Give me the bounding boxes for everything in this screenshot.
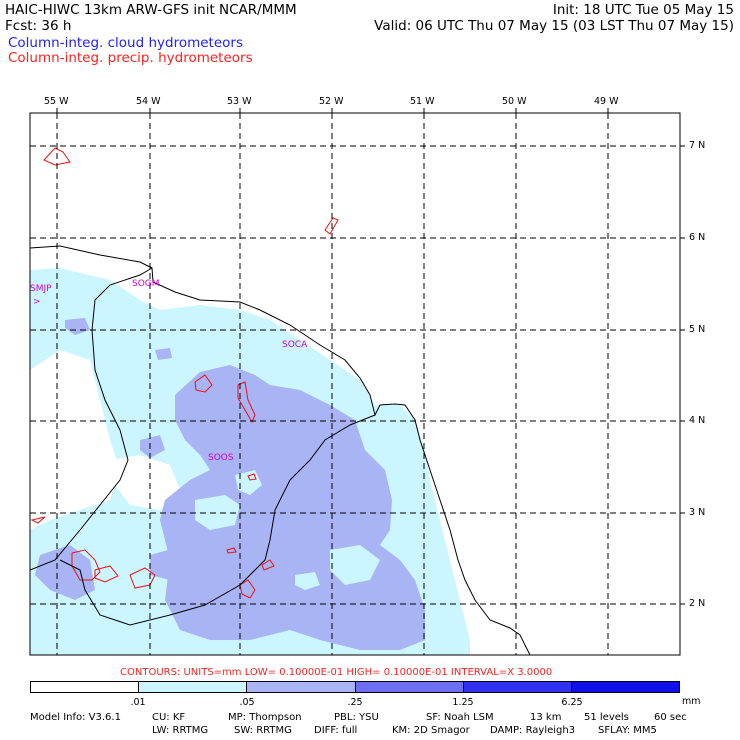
station-soca: SOCA — [282, 340, 308, 350]
footer-mp: MP: Thompson — [228, 712, 302, 723]
forecast-hour: Fcst: 36 h — [5, 18, 72, 34]
station-marker: > — [33, 297, 41, 307]
lon-label-54w: 54 W — [136, 96, 161, 107]
scale-label: .25 — [347, 697, 363, 708]
scale-label: .05 — [239, 697, 255, 708]
scale-swatch — [31, 682, 140, 692]
footer-levels: 51 levels — [584, 712, 629, 723]
contours-info: CONTOURS: UNITS=mm LOW= 0.10000E-01 HIGH… — [120, 667, 553, 678]
scale-label: .01 — [130, 697, 146, 708]
station-soos: SOOS — [208, 453, 234, 463]
lon-label-55w: 55 W — [44, 96, 69, 107]
lon-label-51w: 51 W — [410, 96, 435, 107]
init-time: Init: 18 UTC Tue 05 May 15 — [552, 2, 734, 18]
lat-label-4n: 4 N — [689, 415, 706, 426]
scale-swatch — [463, 682, 572, 692]
scale-label: 6.25 — [561, 697, 583, 708]
cloud-field-gaps — [30, 350, 180, 530]
map-frame — [29, 112, 681, 656]
lat-label-3n: 3 N — [689, 507, 706, 518]
lon-label-50w: 50 W — [502, 96, 527, 107]
lat-label-5n: 5 N — [689, 324, 706, 335]
color-scale-labels: .01 .05 .25 1.25 6.25 — [30, 697, 680, 709]
footer-sf: SF: Noah LSM — [426, 712, 494, 723]
coastlines — [30, 245, 531, 655]
footer-diff: DIFF: full — [314, 725, 358, 736]
footer-resolution: 13 km — [530, 712, 562, 723]
footer-km: KM: 2D Smagor — [392, 725, 470, 736]
station-sogm: SOGM — [132, 279, 160, 289]
model-title: HAIC-HIWC 13km ARW-GFS init NCAR/MMM — [5, 2, 297, 18]
lon-label-53w: 53 W — [227, 96, 252, 107]
scale-swatch — [355, 682, 464, 692]
color-scale-bar — [30, 681, 680, 693]
lat-label-6n: 6 N — [689, 232, 706, 243]
lon-label-52w: 52 W — [319, 96, 344, 107]
axis-ticks — [56, 108, 685, 605]
precip-field-label: Column-integ. precip. hydrometeors — [8, 50, 253, 66]
precip-contours — [30, 147, 339, 599]
lon-label-49w: 49 W — [594, 96, 619, 107]
scale-units: mm — [682, 696, 701, 707]
lat-label-2n: 2 N — [689, 598, 706, 609]
scale-swatch — [139, 682, 248, 692]
valid-time: Valid: 06 UTC Thu 07 May 15 (03 LST Thu … — [374, 18, 734, 34]
footer-pbl: PBL: YSU — [334, 712, 379, 723]
lat-label-7n: 7 N — [689, 140, 706, 151]
scale-swatch — [571, 682, 680, 692]
latlon-grid — [30, 113, 680, 655]
station-smjp: SMJP — [30, 284, 52, 294]
footer-cu: CU: KF — [152, 712, 186, 723]
footer-sw: SW: RRTMG — [234, 725, 292, 736]
footer-damp: DAMP: Rayleigh3 — [490, 725, 576, 736]
footer-sflay: SFLAY: MM5 — [598, 725, 657, 736]
scale-swatch — [247, 682, 356, 692]
cloud-field-label: Column-integ. cloud hydrometeors — [8, 35, 244, 51]
footer-timestep: 60 sec — [654, 712, 687, 723]
footer-model-version: Model Info: V3.6.1 — [30, 712, 121, 723]
footer-lw: LW: RRTMG — [152, 725, 209, 736]
scale-label: 1.25 — [452, 697, 474, 708]
